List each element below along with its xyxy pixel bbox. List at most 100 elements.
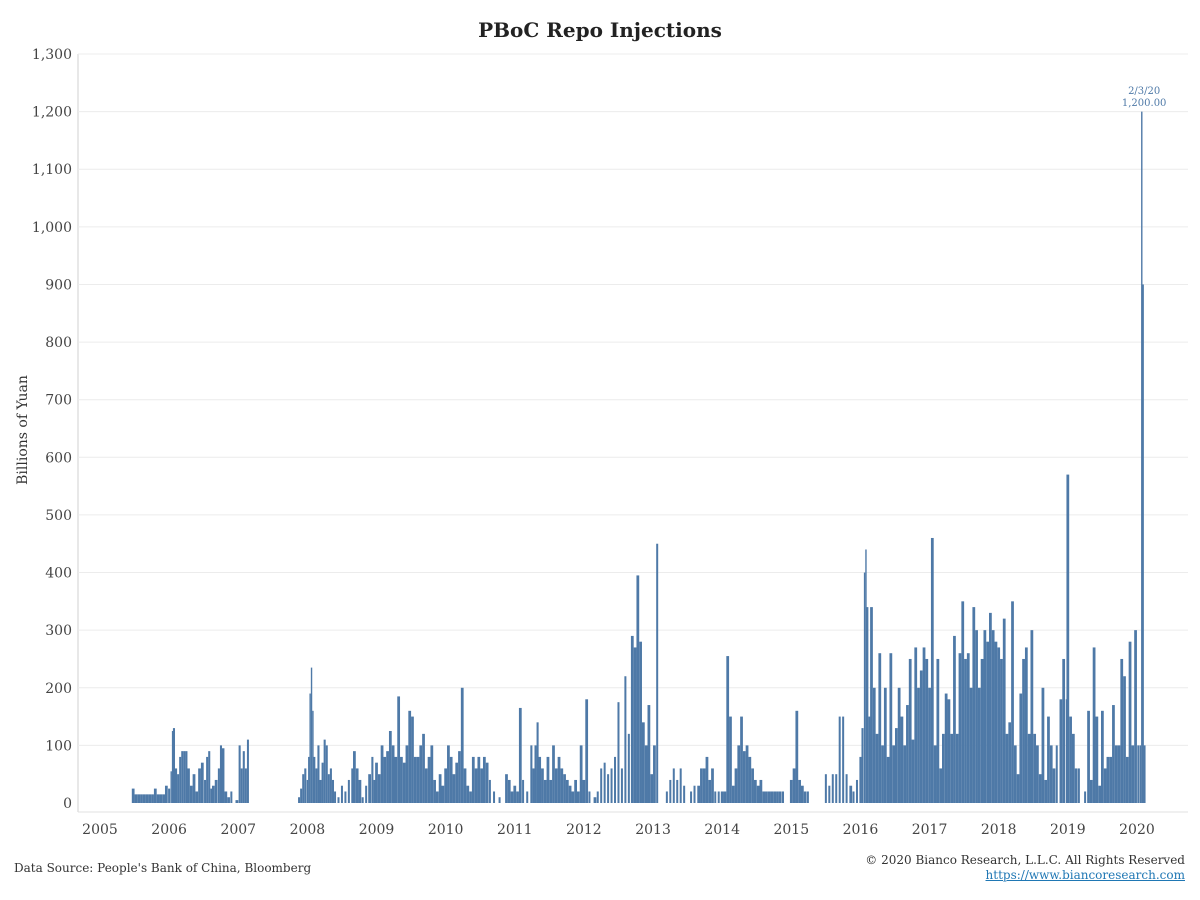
bar <box>596 791 599 803</box>
bar <box>939 768 943 803</box>
bar <box>582 779 586 803</box>
bar <box>151 794 154 803</box>
bar <box>321 762 324 803</box>
bar <box>351 768 354 803</box>
bar <box>134 794 138 803</box>
bar <box>145 794 149 803</box>
bar <box>304 768 307 803</box>
y-tick-label: 1,300 <box>32 47 72 63</box>
gridlines <box>77 53 1188 813</box>
bar <box>868 716 871 803</box>
bar <box>383 756 387 803</box>
bar <box>865 549 867 803</box>
bar-series <box>131 111 1146 804</box>
bar <box>388 730 392 803</box>
bar <box>1044 779 1048 803</box>
bar <box>1008 722 1012 803</box>
bar <box>315 768 318 803</box>
bar <box>386 751 389 803</box>
bar <box>964 658 967 803</box>
bar <box>1013 745 1017 803</box>
bar <box>676 779 679 803</box>
bar <box>641 722 645 803</box>
bar <box>1074 768 1078 803</box>
bar <box>140 794 143 803</box>
bar <box>861 728 864 803</box>
bar <box>838 716 841 803</box>
bar <box>1062 658 1066 803</box>
bar <box>397 696 401 803</box>
bar <box>720 791 724 803</box>
y-tick-label: 400 <box>45 566 72 582</box>
bar <box>433 779 436 803</box>
bar <box>131 788 135 803</box>
x-tick-label: 2010 <box>428 822 464 838</box>
bar <box>723 791 727 803</box>
bar <box>881 745 884 803</box>
chart-title: PBoC Repo Injections <box>478 18 722 42</box>
bar <box>221 748 225 803</box>
bar <box>759 779 763 803</box>
bar <box>969 687 973 803</box>
bar <box>636 575 640 803</box>
bar <box>1049 745 1053 803</box>
bar <box>137 794 141 803</box>
bar <box>319 779 322 803</box>
bar <box>593 797 597 803</box>
website-link[interactable]: https://www.biancoresearch.com <box>985 868 1185 882</box>
bar <box>824 774 827 803</box>
bar <box>444 768 448 803</box>
y-tick-label: 800 <box>45 335 72 351</box>
bar <box>513 785 517 803</box>
bar <box>371 756 374 803</box>
bar <box>541 768 544 803</box>
bar <box>300 788 303 803</box>
bar <box>665 791 668 803</box>
bar <box>337 797 340 803</box>
bar <box>647 705 651 803</box>
bar <box>549 779 553 803</box>
bar <box>1002 618 1006 803</box>
bar <box>1041 687 1045 803</box>
bar <box>177 774 180 803</box>
bar <box>474 768 478 803</box>
bar <box>903 745 907 803</box>
bar <box>980 658 984 803</box>
bar <box>1109 756 1113 803</box>
bar <box>700 768 703 803</box>
bar <box>737 745 741 803</box>
x-axis-ticks: 2005 2006 2007 2008 2009 2010 2011 2012 2013 2014… <box>82 822 1155 838</box>
bar <box>878 653 882 803</box>
bar <box>607 774 610 803</box>
bar <box>875 733 879 803</box>
bar <box>518 707 522 803</box>
bar <box>831 774 834 803</box>
data-source: Data Source: People's Bank of China, Blo… <box>14 861 312 875</box>
bar <box>377 774 381 803</box>
bar <box>936 658 940 803</box>
bar <box>435 791 439 803</box>
bar <box>510 791 514 803</box>
bar <box>693 785 696 803</box>
bar <box>153 788 157 803</box>
bar <box>947 699 951 803</box>
bar <box>355 768 359 803</box>
bar <box>1117 745 1121 803</box>
bar <box>1120 658 1124 803</box>
bar <box>624 676 627 803</box>
bar <box>568 785 572 803</box>
bar <box>430 745 434 803</box>
bar <box>961 601 965 803</box>
bar <box>828 785 831 803</box>
annotation-date: 2/3/20 <box>1128 86 1160 97</box>
bar <box>179 756 182 803</box>
bar <box>488 779 491 803</box>
bar <box>942 733 945 803</box>
bar <box>748 756 752 803</box>
bar <box>585 699 589 803</box>
bar <box>422 733 425 803</box>
x-tick-label: 2012 <box>566 822 602 838</box>
bar <box>441 785 445 803</box>
bar <box>240 768 243 803</box>
